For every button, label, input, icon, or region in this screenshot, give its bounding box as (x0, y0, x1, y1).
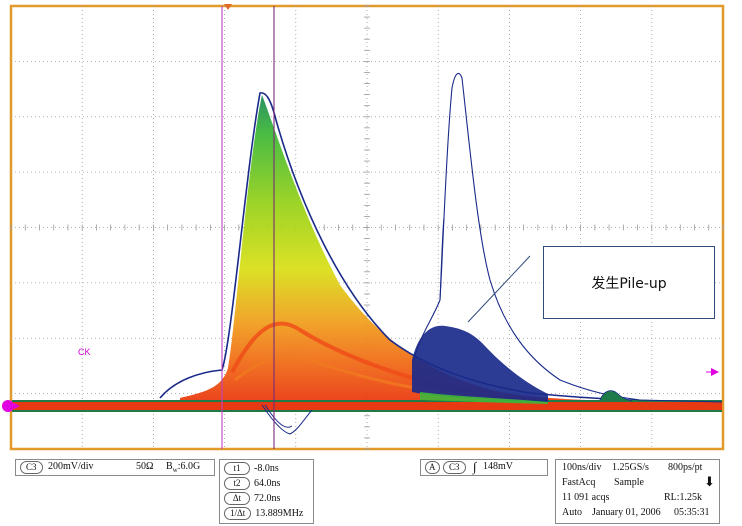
cursor-readout-tag: 1/Δt (224, 507, 252, 520)
trigger-channel-badge: C3 (443, 461, 466, 474)
baseline-band-edge-top (12, 400, 722, 402)
baseline-band (12, 402, 722, 410)
channel-badge: C3 (20, 461, 43, 474)
pileup-single-trace-2 (439, 217, 445, 301)
cursor-readout-tag: t2 (224, 477, 250, 490)
undershoot-trace-2 (264, 404, 293, 428)
trigger-settings-box[interactable]: A C3 ∫ 148mV (420, 459, 548, 476)
sample-rate: 1.25GS/s (612, 462, 649, 473)
annotation-callout-line (467, 255, 531, 323)
date: January 01, 2006 (592, 507, 661, 518)
cursor-readout-value: 13.889MHz (255, 508, 304, 519)
sample-mode: Sample (614, 477, 644, 488)
acquisition-box[interactable]: 100ns/div 1.25GS/s 800ps/pt FastAcq Samp… (555, 459, 720, 524)
pileup-annotation-text: 发生Pile-up (591, 275, 667, 292)
acquisition-count: 11 091 acqs (562, 492, 610, 503)
trigger-level-marker[interactable] (711, 368, 719, 376)
graticule-ticks (10, 5, 724, 450)
pileup-cluster (412, 325, 548, 402)
cursor-readout-row: 1/Δt 13.889MHz (224, 507, 303, 520)
small-bump (599, 390, 633, 402)
time: 05:35:31 (674, 507, 710, 518)
run-state-icon: ⬇ (704, 475, 715, 490)
cursor-readout-row: Δt 72.0ns (224, 492, 280, 505)
time-per-division: 100ns/div (562, 462, 602, 473)
input-impedance: 50Ω (136, 461, 154, 472)
undershoot-trace (261, 404, 313, 435)
bandwidth-setting: Bw:6.0G (166, 461, 201, 474)
baseline-band-edge-bottom (12, 410, 722, 412)
time-resolution: 800ps/pt (668, 462, 703, 473)
vertical-scale: 200mV/div (48, 461, 94, 472)
trigger-position-marker[interactable] (224, 4, 232, 10)
cursor-readout-box[interactable]: t1 -8.0ns t2 64.0ns Δt 72.0ns 1/Δt 13.889MHz (219, 459, 314, 524)
acquisition-mode: FastAcq (562, 477, 596, 488)
trigger-slope-icon: ∫ (473, 459, 477, 474)
trigger-level: 148mV (483, 461, 513, 472)
channel-settings-box[interactable]: C3 200mV/div 50Ω Bw:6.0G (15, 459, 215, 476)
channel-ground-marker[interactable] (2, 400, 14, 412)
cursor-readout-tag: t1 (224, 462, 250, 475)
cursor-readout-row: t1 -8.0ns (224, 462, 279, 475)
trigger-mode-badge: A (425, 461, 440, 474)
pulse-persistence-envelope (180, 95, 722, 410)
trigger-mode: Auto (562, 507, 582, 518)
channel-marker-label: CK (78, 347, 91, 357)
cursor-readout-value: 72.0ns (254, 493, 281, 504)
pileup-cluster-green (420, 392, 548, 404)
cursor-readout-value: -8.0ns (254, 463, 279, 474)
channel-ground-arrow (14, 403, 20, 409)
record-length: RL:1.25k (664, 492, 703, 503)
cursor-readout-tag: Δt (224, 492, 250, 505)
cursor-readout-row: t2 64.0ns (224, 477, 280, 490)
pileup-annotation-box: 发生Pile-up (543, 246, 715, 319)
cursor-readout-value: 64.0ns (254, 478, 281, 489)
